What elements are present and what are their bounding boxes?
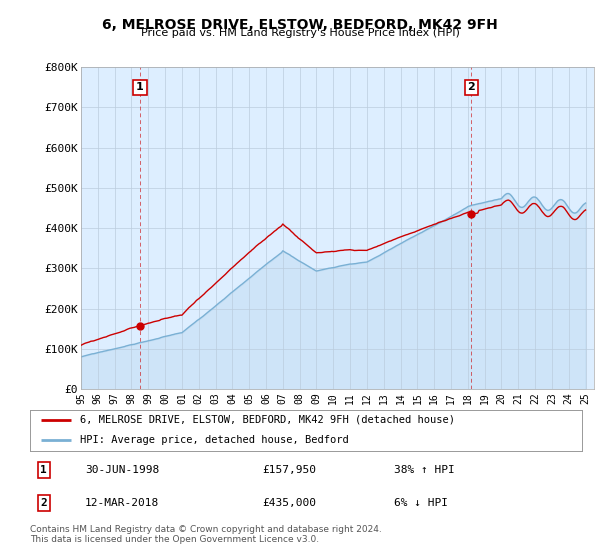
Text: 6% ↓ HPI: 6% ↓ HPI — [394, 498, 448, 508]
Text: 2: 2 — [40, 498, 47, 508]
Text: Contains HM Land Registry data © Crown copyright and database right 2024.
This d: Contains HM Land Registry data © Crown c… — [30, 525, 382, 544]
Text: £435,000: £435,000 — [262, 498, 316, 508]
Text: 2: 2 — [467, 82, 475, 92]
Text: HPI: Average price, detached house, Bedford: HPI: Average price, detached house, Bedf… — [80, 435, 349, 445]
Text: Price paid vs. HM Land Registry's House Price Index (HPI): Price paid vs. HM Land Registry's House … — [140, 28, 460, 38]
Text: 38% ↑ HPI: 38% ↑ HPI — [394, 465, 455, 475]
Text: 30-JUN-1998: 30-JUN-1998 — [85, 465, 160, 475]
Text: £157,950: £157,950 — [262, 465, 316, 475]
Text: 6, MELROSE DRIVE, ELSTOW, BEDFORD, MK42 9FH (detached house): 6, MELROSE DRIVE, ELSTOW, BEDFORD, MK42 … — [80, 415, 455, 424]
Text: 1: 1 — [40, 465, 47, 475]
Text: 12-MAR-2018: 12-MAR-2018 — [85, 498, 160, 508]
Text: 6, MELROSE DRIVE, ELSTOW, BEDFORD, MK42 9FH: 6, MELROSE DRIVE, ELSTOW, BEDFORD, MK42 … — [102, 18, 498, 32]
Text: 1: 1 — [136, 82, 144, 92]
